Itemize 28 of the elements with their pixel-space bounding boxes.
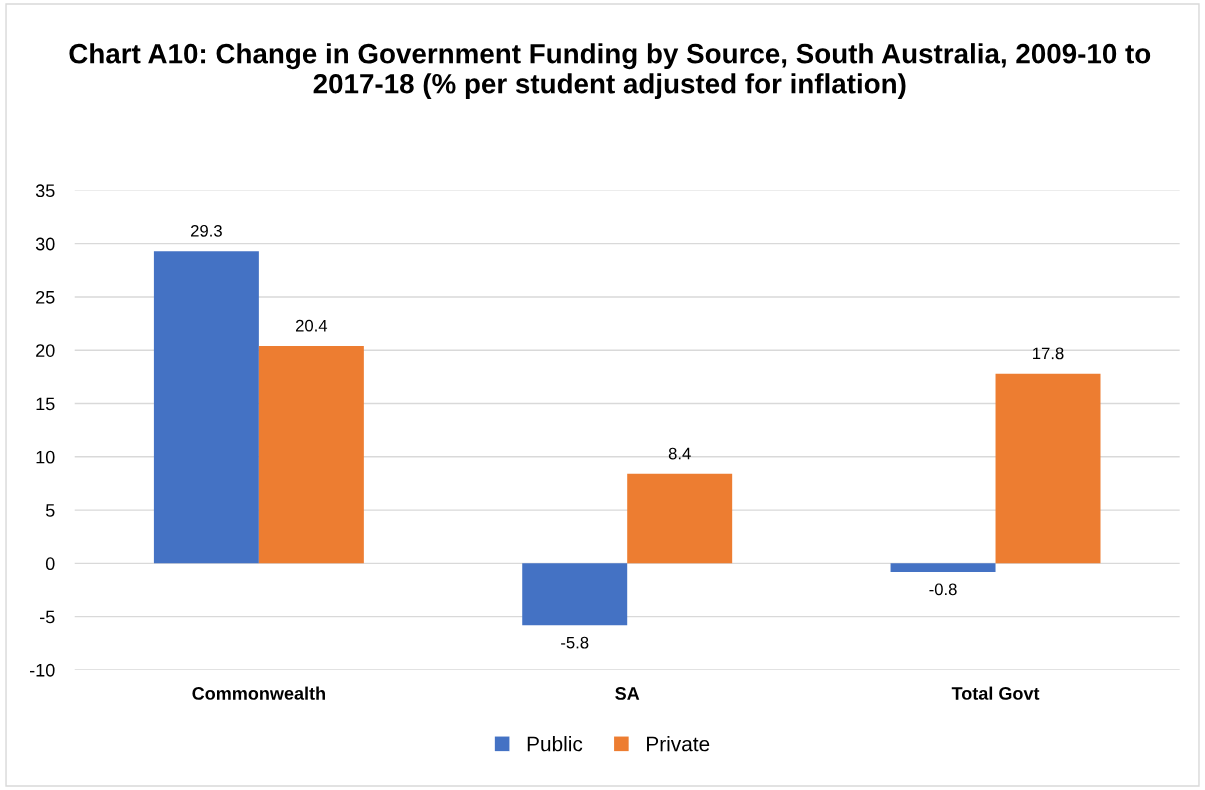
legend-label: Public	[527, 736, 583, 752]
bar	[258, 345, 364, 564]
data-label: 8.4	[668, 447, 691, 460]
chart-title: Chart A10: Change in Government Funding by Source, South Australia, 2009-10 to 2017-18 (% per student adjusted for inflation)	[69, 43, 1151, 100]
y-tick-label: 30	[35, 237, 55, 251]
bar	[627, 473, 733, 564]
y-tick-label: 25	[36, 290, 55, 304]
y-tick-label: -10	[29, 663, 55, 677]
data-label: 20.4	[295, 319, 328, 332]
legend-label: Private	[647, 736, 710, 752]
data-label: 17.8	[1033, 347, 1064, 360]
y-tick-label: 15	[36, 397, 55, 411]
x-tick-label: SA	[615, 687, 640, 700]
y-tick-label: 35	[35, 184, 55, 198]
y-tick-label: 10	[36, 450, 55, 464]
data-label: -5.8	[561, 636, 589, 649]
data-label: 29.3	[191, 224, 222, 237]
bar	[995, 373, 1101, 564]
bar	[153, 251, 259, 564]
y-tick-label: 5	[45, 504, 55, 517]
x-tick-label: Commonwealth	[192, 686, 325, 700]
y-tick-label: 0	[45, 557, 55, 571]
y-tick-label: 20	[36, 344, 55, 357]
data-label: -0.8	[929, 583, 957, 596]
x-tick-label: Total Govt	[951, 686, 1040, 700]
y-tick-label: -5	[40, 610, 55, 624]
bar	[890, 563, 996, 572]
bar	[522, 563, 628, 626]
